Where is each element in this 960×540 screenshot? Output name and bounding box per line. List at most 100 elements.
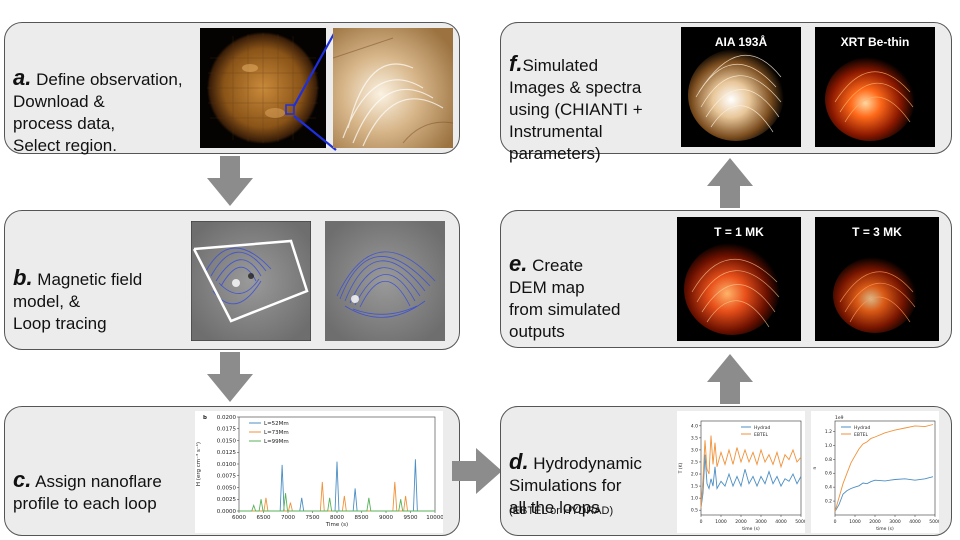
nanoflare-profile-chart: 6000 6500 7000 7500 8000 8500 9000 9500 10000 0.0… bbox=[195, 411, 443, 533]
y-axis-label: H (erg cm⁻³ s⁻¹) bbox=[195, 442, 202, 486]
series-line-hydrad bbox=[700, 454, 802, 508]
y-tick-label: 0.0100 bbox=[217, 462, 237, 468]
x-tick-label: 0 bbox=[700, 519, 703, 525]
aia-simulated-image: AIA 193Å bbox=[681, 27, 801, 147]
legend-label: EBTEL bbox=[754, 432, 769, 438]
y-tick-label: 0.0025 bbox=[217, 497, 237, 503]
step-b-box: b. Magnetic field model, & Loop tracing bbox=[4, 210, 460, 350]
step-c-text: c. Assign nanoflare profile to each loop bbox=[13, 447, 213, 515]
arrow-c-to-d bbox=[452, 448, 502, 494]
x-tick-label: 9000 bbox=[379, 515, 393, 521]
panel-tag: b bbox=[203, 415, 207, 421]
x-tick-label: 3000 bbox=[889, 519, 901, 525]
xrt-simulated-image: XRT Be-thin bbox=[815, 27, 935, 147]
x-tick-label: 1000 bbox=[715, 519, 727, 525]
x-tick-label: 4000 bbox=[909, 519, 921, 525]
series-line-2 bbox=[239, 481, 435, 512]
step-e-letter: e. bbox=[509, 251, 528, 276]
y-tick-label: 0.5 bbox=[691, 508, 698, 514]
y-tick-label: 0.2 bbox=[825, 499, 832, 505]
step-b-letter: b. bbox=[13, 265, 33, 290]
y-tick-label: 1.0 bbox=[691, 496, 698, 502]
dem-map-1mk-image: T = 1 MK bbox=[677, 217, 801, 341]
dem-map-3mk-image: T = 3 MK bbox=[815, 217, 939, 341]
legend-label: Hydrad bbox=[754, 425, 771, 431]
x-axis-label: time (s) bbox=[742, 526, 760, 532]
y-tick-label: 4.0 bbox=[691, 423, 698, 429]
magnetogram-region-image bbox=[191, 221, 311, 341]
x-axis-label: time (s) bbox=[876, 526, 894, 532]
step-a-text: a. Define observation, Download & proces… bbox=[13, 45, 213, 157]
step-e-description: Create DEM map from simulated outputs bbox=[509, 256, 621, 341]
x-tick-label: 0 bbox=[834, 519, 837, 525]
y-tick-label: 1.2 bbox=[825, 429, 832, 435]
arrow-d-to-e bbox=[707, 354, 753, 404]
x-tick-label: 7000 bbox=[281, 515, 295, 521]
zoom-lines bbox=[293, 29, 337, 151]
y-tick-label: 1.5 bbox=[691, 484, 698, 490]
step-d-box: d. Hydrodynamic Simulations for all the … bbox=[500, 406, 952, 536]
step-c-letter: c. bbox=[13, 467, 32, 492]
y-tick-label: 0.0200 bbox=[217, 415, 237, 421]
y-tick-label: 0.0125 bbox=[217, 450, 237, 456]
step-d-note: (EBTEL or HYDRAD) bbox=[509, 505, 614, 517]
step-f-letter: f. bbox=[509, 51, 523, 76]
step-b-text: b. Magnetic field model, & Loop tracing bbox=[13, 245, 193, 335]
series-line-1 bbox=[239, 459, 435, 512]
plot-frame bbox=[834, 420, 936, 516]
step-f-description: Simulated Images & spectra using (CHIANT… bbox=[509, 56, 643, 163]
t1-label: T = 1 MK bbox=[714, 225, 764, 239]
arrow-a-to-b bbox=[207, 156, 253, 206]
y-tick-label: 0.0175 bbox=[217, 427, 237, 433]
y-tick-label: 0.0075 bbox=[217, 474, 237, 480]
series-line-hydrad bbox=[834, 476, 934, 512]
step-d-description: Hydrodynamic Simulations for all the loo… bbox=[509, 454, 642, 517]
x-tick-label: 8500 bbox=[355, 515, 369, 521]
series-line-ebtel bbox=[834, 424, 934, 512]
y-tick-label: 3.0 bbox=[691, 447, 698, 453]
y-axis-label: n bbox=[813, 466, 818, 469]
y-tick-label: 0.0000 bbox=[217, 509, 237, 515]
y-axis-label: T (K) bbox=[678, 462, 684, 474]
legend-label: Hydrad bbox=[854, 425, 871, 431]
x-axis-label: Time (s) bbox=[325, 522, 348, 528]
legend-label: L=52Mm bbox=[264, 421, 289, 427]
x-tick-label: 3000 bbox=[755, 519, 767, 525]
step-d-text: d. Hydrodynamic Simulations for all the … bbox=[509, 429, 684, 519]
t3-label: T = 3 MK bbox=[852, 225, 902, 239]
arrow-b-to-c bbox=[207, 352, 253, 402]
x-tick-label: 7500 bbox=[306, 515, 320, 521]
y-tick-label: 2.0 bbox=[691, 472, 698, 478]
step-e-box: e. Create DEM map from simulated outputs… bbox=[500, 210, 952, 348]
y-tick-label: 3.5 bbox=[691, 435, 698, 441]
step-c-box: c. Assign nanoflare profile to each loop… bbox=[4, 406, 460, 536]
xrt-label: XRT Be-thin bbox=[840, 35, 910, 49]
x-tick-label: 4000 bbox=[775, 519, 787, 525]
series-line-3 bbox=[239, 493, 435, 512]
y-tick-label: 1.0 bbox=[825, 443, 832, 449]
step-b-description: Magnetic field model, & Loop tracing bbox=[13, 270, 143, 333]
step-c-description: Assign nanoflare profile to each loop bbox=[13, 472, 162, 513]
aia-label: AIA 193Å bbox=[714, 35, 768, 49]
step-a-letter: a. bbox=[13, 65, 32, 90]
x-tick-label: 10000 bbox=[426, 515, 443, 521]
y-tick-label: 0.8 bbox=[825, 457, 832, 463]
y-tick-label: 0.0150 bbox=[217, 438, 237, 444]
y-tick-label: 0.4 bbox=[825, 485, 832, 491]
x-tick-label: 6500 bbox=[257, 515, 271, 521]
step-e-text: e. Create DEM map from simulated outputs bbox=[509, 231, 679, 343]
x-tick-label: 9500 bbox=[404, 515, 418, 521]
step-f-text: f.Simulated Images & spectra using (CHIA… bbox=[509, 31, 689, 165]
x-tick-label: 2000 bbox=[735, 519, 747, 525]
step-d-letter: d. bbox=[509, 449, 529, 474]
y-tick-label: 0.6 bbox=[825, 471, 832, 477]
x-tick-label: 2000 bbox=[869, 519, 881, 525]
arrow-e-to-f bbox=[707, 158, 753, 208]
y-tick-label: 2.5 bbox=[691, 459, 698, 465]
step-a-box: a. Define observation, Download & proces… bbox=[4, 22, 460, 157]
legend-label: L=99Mm bbox=[264, 439, 289, 445]
